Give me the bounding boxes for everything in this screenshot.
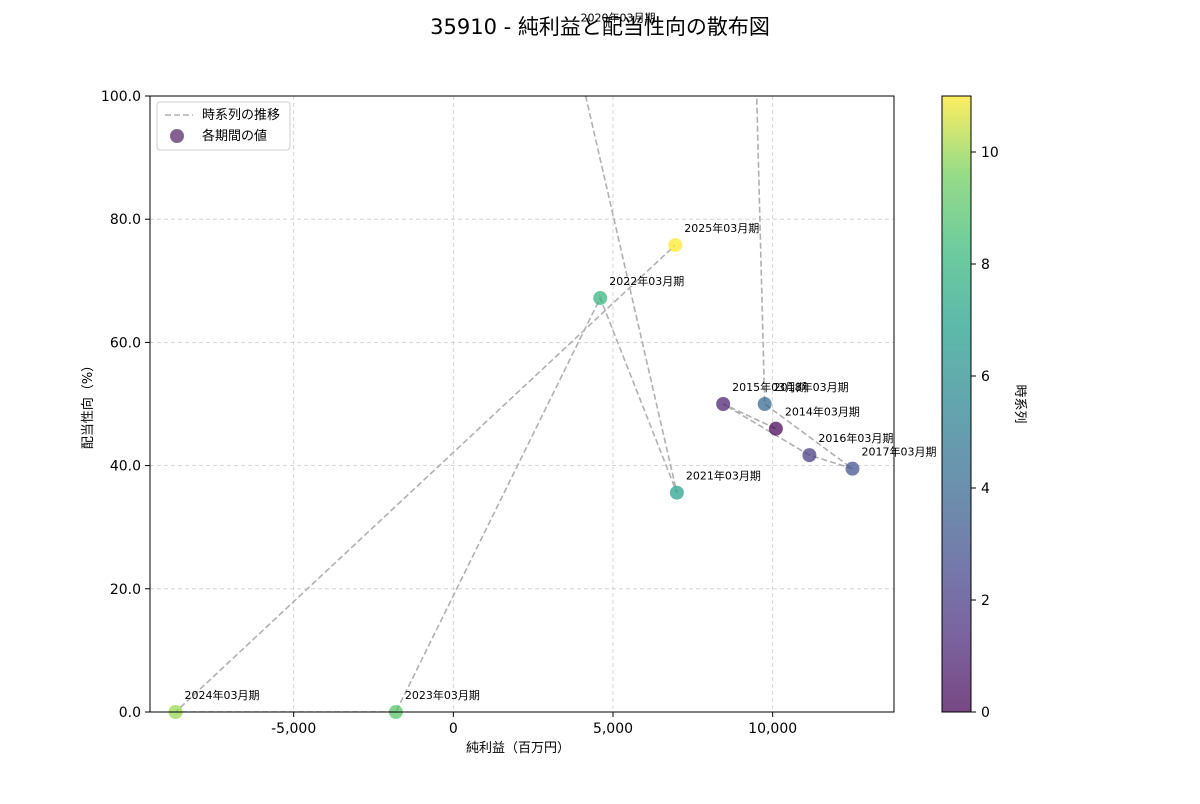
data-point[interactable] [802, 448, 817, 463]
legend: 時系列の推移 各期間の値 [156, 101, 291, 151]
data-point[interactable] [845, 461, 860, 476]
x-axis-label: 純利益（百万円） [466, 741, 570, 756]
x-tick-label: 10,000 [748, 721, 797, 737]
x-tick-label: -5,000 [271, 721, 316, 737]
point-annotation: 2015年03月期 [732, 380, 807, 394]
point-annotation: 2017年03月期 [861, 445, 936, 459]
point-annotation: 2014年03月期 [785, 405, 860, 419]
legend-marker-swatch [170, 129, 184, 143]
chart-title: 35910 - 純利益と配当性向の散布図 [430, 15, 770, 39]
colorbar-tick-label: 4 [981, 481, 990, 497]
grid [150, 95, 894, 713]
legend-box [156, 101, 291, 151]
colorbar-gradient [941, 95, 972, 713]
y-tick-label: 20.0 [110, 582, 141, 598]
data-point[interactable] [669, 485, 684, 500]
legend-line-label: 時系列の推移 [202, 108, 280, 123]
point-annotation: 2023年03月期 [405, 688, 480, 702]
y-tick-label: 80.0 [110, 212, 141, 228]
point-annotation: 2021年03月期 [686, 469, 761, 483]
data-point[interactable] [716, 397, 731, 411]
point-annotation: 2018年03月期 [774, 380, 849, 394]
x-tick-label: 0 [449, 721, 458, 737]
point-annotation: 2016年03月期 [818, 431, 893, 445]
point-annotation: 2025年03月期 [684, 221, 759, 235]
data-point[interactable] [768, 421, 783, 436]
y-tick-label: 60.0 [110, 335, 141, 351]
legend-marker-label: 各期間の値 [202, 128, 267, 144]
x-axis-ticks: -5,000 0 5,000 10,000 [271, 712, 797, 737]
point-annotation: 2020年03月期 [580, 10, 655, 24]
y-tick-label: 100.0 [101, 89, 141, 105]
colorbar-tick-label: 2 [981, 593, 990, 609]
data-point[interactable] [668, 238, 683, 253]
points-group [168, 238, 860, 719]
x-tick-label: 5,000 [593, 721, 633, 737]
plot-frame [149, 95, 895, 713]
colorbar-tick-label: 0 [981, 705, 990, 721]
data-point[interactable] [593, 291, 608, 306]
colorbar-ticks: 0 2 4 6 8 10 [971, 145, 999, 721]
colorbar-tick-label: 8 [981, 257, 990, 273]
y-tick-label: 0.0 [119, 705, 141, 721]
colorbar-label: 時系列 [1012, 384, 1027, 423]
y-axis-label: 配当性向（%） [80, 359, 96, 449]
colorbar: 0 2 4 6 8 10 時系列 [941, 95, 1027, 721]
y-axis-ticks: 0.0 20.0 40.0 60.0 80.0 100.0 [101, 89, 150, 721]
colorbar-tick-label: 6 [981, 369, 990, 385]
data-point[interactable] [757, 397, 772, 411]
colorbar-tick-label: 10 [981, 145, 999, 161]
point-annotation: 2024年03月期 [185, 688, 260, 702]
point-annotation: 2022年03月期 [609, 274, 684, 288]
y-tick-label: 40.0 [110, 459, 141, 475]
